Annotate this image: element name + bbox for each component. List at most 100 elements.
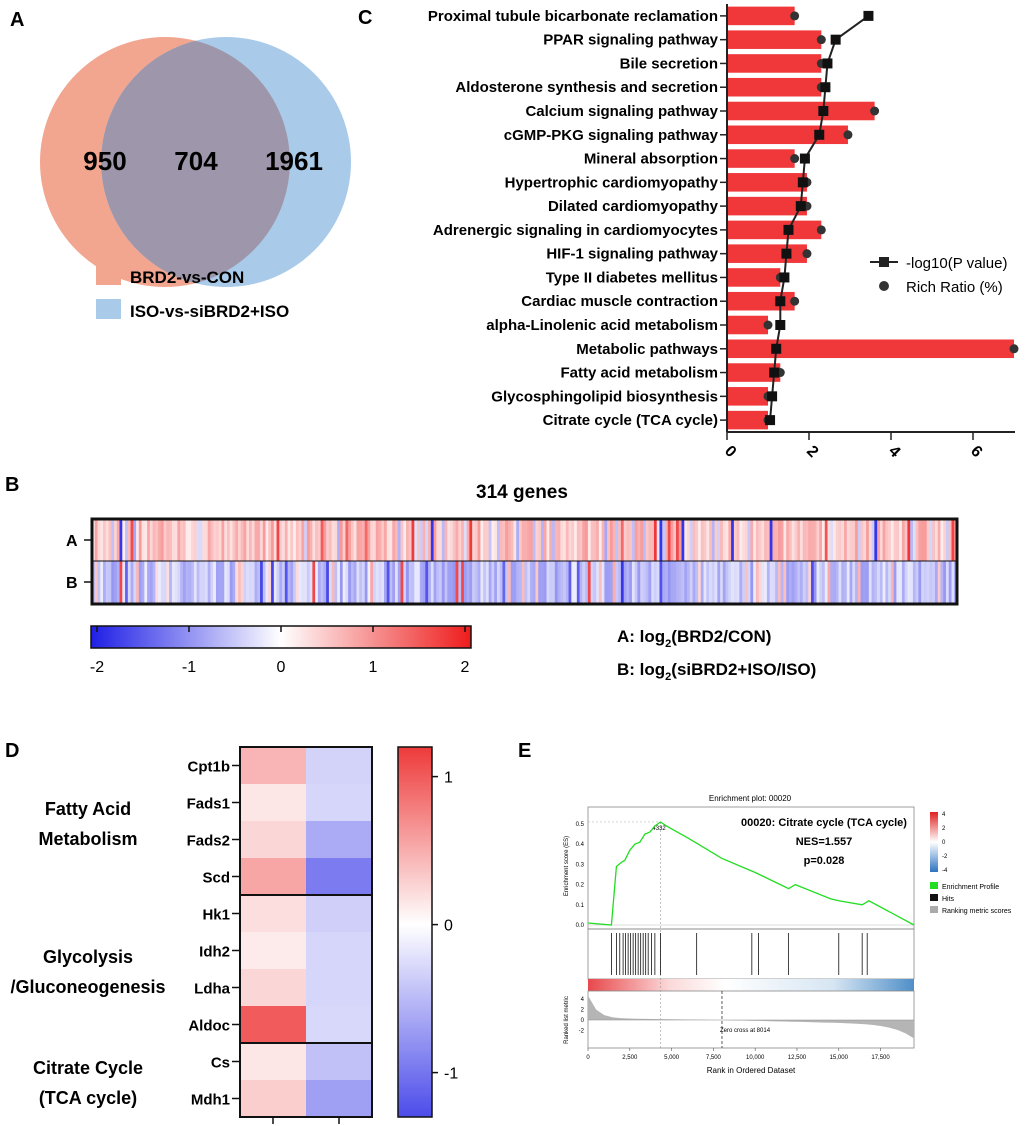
rich-ratio-bar (727, 6, 795, 26)
rich-ratio-bar (727, 54, 822, 73)
heatmap-cell-a (411, 519, 415, 561)
heatmap-cell-b (714, 561, 718, 604)
heatmap-cell-b (408, 561, 412, 604)
heatmap-cell-b (901, 561, 906, 604)
heatmap-cell-a (907, 519, 911, 561)
heatmap-cell-b (890, 561, 895, 604)
heatmap-cell-b (720, 561, 724, 604)
heatmap-cell-a (557, 519, 561, 561)
pvalue-marker (765, 415, 776, 426)
heatmap-cell-a (323, 519, 327, 561)
heatmap-cell-b (761, 561, 765, 604)
heatmap-cell-b (136, 561, 140, 604)
heatmap-cell-b (728, 561, 732, 604)
heatmap-cell-b (419, 561, 423, 604)
heatmap-cell-b (552, 561, 556, 604)
heatmap-cell-a (397, 519, 401, 561)
heatmap-cell-a (111, 519, 115, 561)
heatmap-cell-a (912, 519, 917, 561)
heatmap-title: 314 genes (476, 482, 568, 503)
heatmap-cell-b (441, 561, 446, 604)
rich-ratio-dot (816, 35, 826, 45)
heatmap-cell-a (268, 519, 272, 561)
heatmap-cell-b (350, 561, 355, 604)
heatmap-cell-a (750, 519, 754, 561)
rich-ratio-bar (727, 339, 1014, 359)
gsea-legend-profile: Enrichment Profile (942, 884, 999, 891)
gsea-ylabel-top: Enrichment score (ES) (564, 836, 570, 896)
heatmap-cell-a (810, 519, 815, 561)
gsea-zero-cross-label: Zero cross at 8014 (720, 1028, 771, 1034)
rich-ratio-bar (727, 268, 781, 287)
heatmap-cell-b (105, 561, 109, 604)
heatmap-cell-a (662, 519, 666, 561)
heatmap-cell-a (698, 519, 702, 561)
heatmap-cell-b (127, 561, 131, 604)
heatmap-cell-b (94, 561, 98, 604)
heatmap-cell-a (890, 519, 895, 561)
heatmap-cell-b (169, 561, 173, 604)
heatmap-cell-b (673, 561, 677, 604)
pvalue-marker (822, 58, 833, 69)
heatmap-cell-a (403, 519, 407, 561)
heatmap-cell-b (348, 561, 352, 604)
heatmap-cell-b (138, 561, 142, 604)
heatmap-cell-a (656, 519, 660, 561)
es-y-tick-label: 0.4 (576, 842, 585, 848)
group-label: Citrate Cycle (33, 1058, 143, 1078)
heatmap-cell-b (676, 561, 680, 604)
legend-line-b: B: log2(siBRD2+ISO/ISO) (617, 660, 816, 683)
heatmap-cell-b (582, 561, 586, 604)
heatmap-cell-b (609, 561, 614, 604)
heatmap-cell-a (485, 519, 490, 561)
heatmap-cell-a (505, 519, 509, 561)
heatmap-cell-b (505, 561, 509, 604)
heatmap-cell-a (833, 519, 837, 561)
heatmap-cell-a (945, 519, 950, 561)
heatmap-cell-a (232, 519, 236, 561)
heatmap-cell-a (538, 519, 542, 561)
heatmap-cell-a (166, 519, 170, 561)
heatmap-cell-b (111, 561, 115, 604)
heatmap-cell-b (904, 561, 908, 604)
heatmap-cell-a (342, 519, 346, 561)
heatmap-cell-b (232, 561, 236, 604)
rich-ratio-bar (727, 30, 822, 49)
heatmap-cell-b (472, 561, 476, 604)
heatmap-cell-a (204, 519, 209, 561)
heatmap-cell-a (615, 519, 619, 561)
heatmap-cell-b (334, 561, 338, 604)
heatmap-cell-b (326, 561, 330, 604)
heatmap-cell-a (940, 519, 944, 561)
heatmap-cell-a (444, 519, 448, 561)
heatmap-cell-a (664, 519, 669, 561)
heatmap-cell-b (182, 561, 187, 604)
heatmap-cell-b (224, 561, 228, 604)
heatmap-cell-b (315, 561, 319, 604)
heatmap-cell-b (692, 561, 696, 604)
x-tick-label: 7,500 (706, 1055, 722, 1061)
venn-legend-label-right: ISO-vs-siBRD2+ISO (130, 302, 289, 321)
heatmap-cell-b (174, 561, 178, 604)
heatmap-cell-a (433, 519, 437, 561)
heatmap-cell-a (885, 519, 889, 561)
heatmap-cell-b (700, 561, 704, 604)
heatmap-cell-a (359, 519, 363, 561)
heatmap-cell-a (125, 519, 129, 561)
gene-label: Aldoc (188, 1018, 230, 1035)
heatmap-cell-b (653, 561, 658, 604)
heatmap-cell-a (904, 519, 908, 561)
x-tick-label: 12,500 (788, 1055, 807, 1061)
heatmap-cell-a (772, 519, 776, 561)
heatmap-cell-b (753, 561, 757, 604)
heatmap-cell-a (226, 519, 231, 561)
heatmap-cell-b (678, 561, 682, 604)
heatmap-cell-b (805, 561, 809, 604)
enrichment-profile-line (587, 821, 915, 926)
heatmap-cell-a (312, 519, 316, 561)
group-label: Metabolism (38, 829, 137, 849)
panel-label-d: D (5, 740, 19, 762)
heatmap-cell-a (163, 519, 167, 561)
heatmap-cell-b (119, 561, 123, 604)
category-label: Aldosterone synthesis and secretion (455, 79, 718, 96)
